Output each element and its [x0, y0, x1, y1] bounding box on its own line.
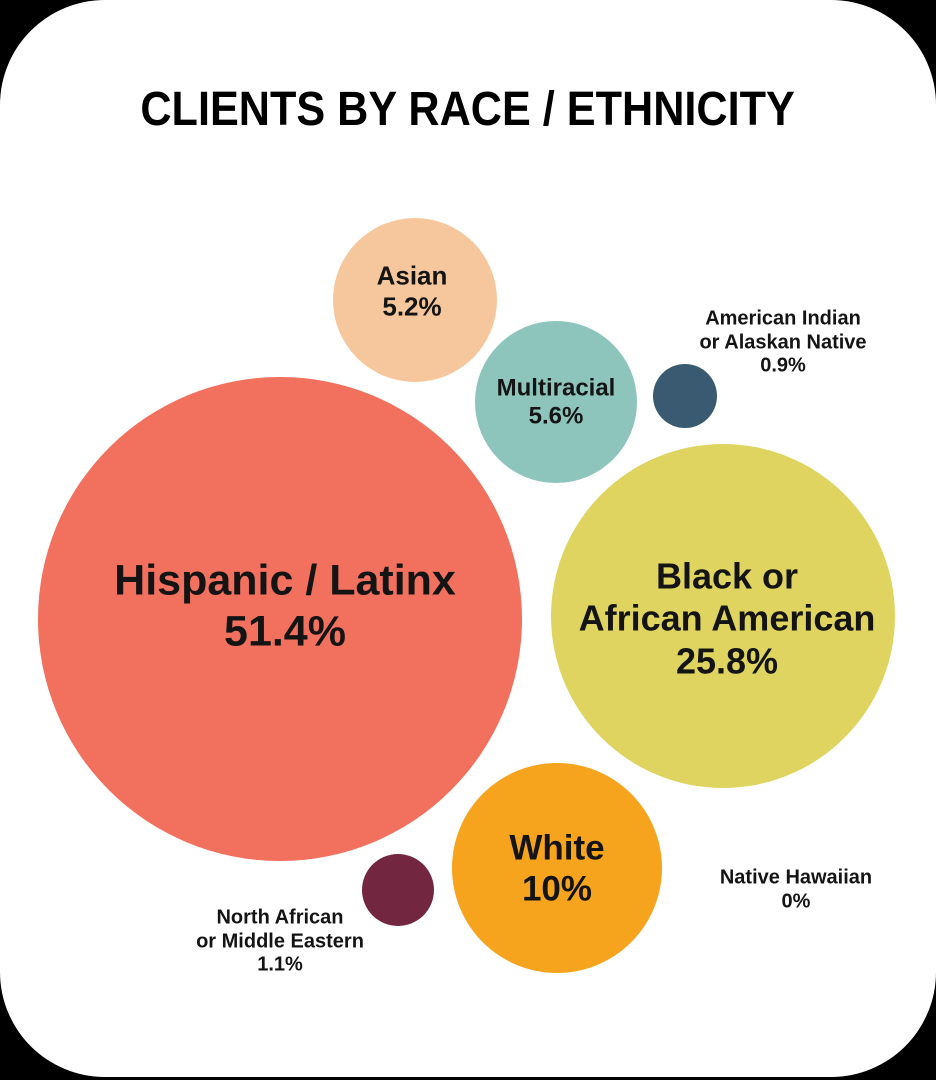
title-row: CLIENTS BY RACE / ETHNICITY: [0, 82, 936, 137]
label-value: 0.9%: [760, 354, 806, 377]
label-text: African American: [578, 597, 876, 639]
label-value: 5.6%: [528, 403, 584, 430]
label-text: Native Hawaiian: [719, 866, 873, 889]
chart-title: CLIENTS BY RACE / ETHNICITY: [140, 83, 796, 136]
label-black-african-american: Black or African American 25.8%: [579, 555, 876, 682]
label-asian: Asian 5.2%: [377, 260, 448, 321]
label-text: Hispanic / Latinx: [114, 556, 456, 605]
label-value: 0%: [781, 890, 811, 912]
bubble-white: [452, 763, 662, 973]
bubble-american-indian-alaskan-native: [653, 364, 717, 428]
label-white: White 10%: [509, 828, 604, 911]
bubble-multiracial: [475, 321, 637, 483]
bubble-hispanic-latinx: [38, 377, 522, 861]
label-multiracial: Multiracial 5.6%: [497, 375, 616, 432]
label-text: Multiracial: [496, 374, 616, 402]
bubble-asian: [333, 218, 497, 382]
label-north-african-middle-eastern: North African or Middle Eastern 1.1%: [196, 907, 364, 978]
label-value: 10%: [521, 870, 593, 909]
label-value: 51.4%: [224, 607, 346, 655]
label-native-hawaiian: Native Hawaiian 0%: [720, 866, 872, 913]
label-text: or Middle Eastern: [196, 930, 364, 953]
bubble-black-african-american: [551, 444, 895, 788]
label-text: North African: [216, 906, 344, 929]
label-american-indian-alaskan-native: American Indian or Alaskan Native 0.9%: [699, 308, 866, 379]
label-text: Black or: [655, 555, 799, 597]
label-text: or Alaskan Native: [699, 331, 867, 354]
label-text: American Indian: [705, 307, 861, 330]
label-value: 25.8%: [675, 640, 779, 682]
label-value: 5.2%: [382, 291, 442, 321]
label-hispanic-latinx: Hispanic / Latinx 51.4%: [114, 555, 456, 656]
label-text: Asian: [376, 260, 448, 291]
label-text: White: [509, 828, 605, 868]
label-value: 1.1%: [257, 953, 303, 976]
bubble-north-african-middle-eastern: [362, 854, 434, 926]
